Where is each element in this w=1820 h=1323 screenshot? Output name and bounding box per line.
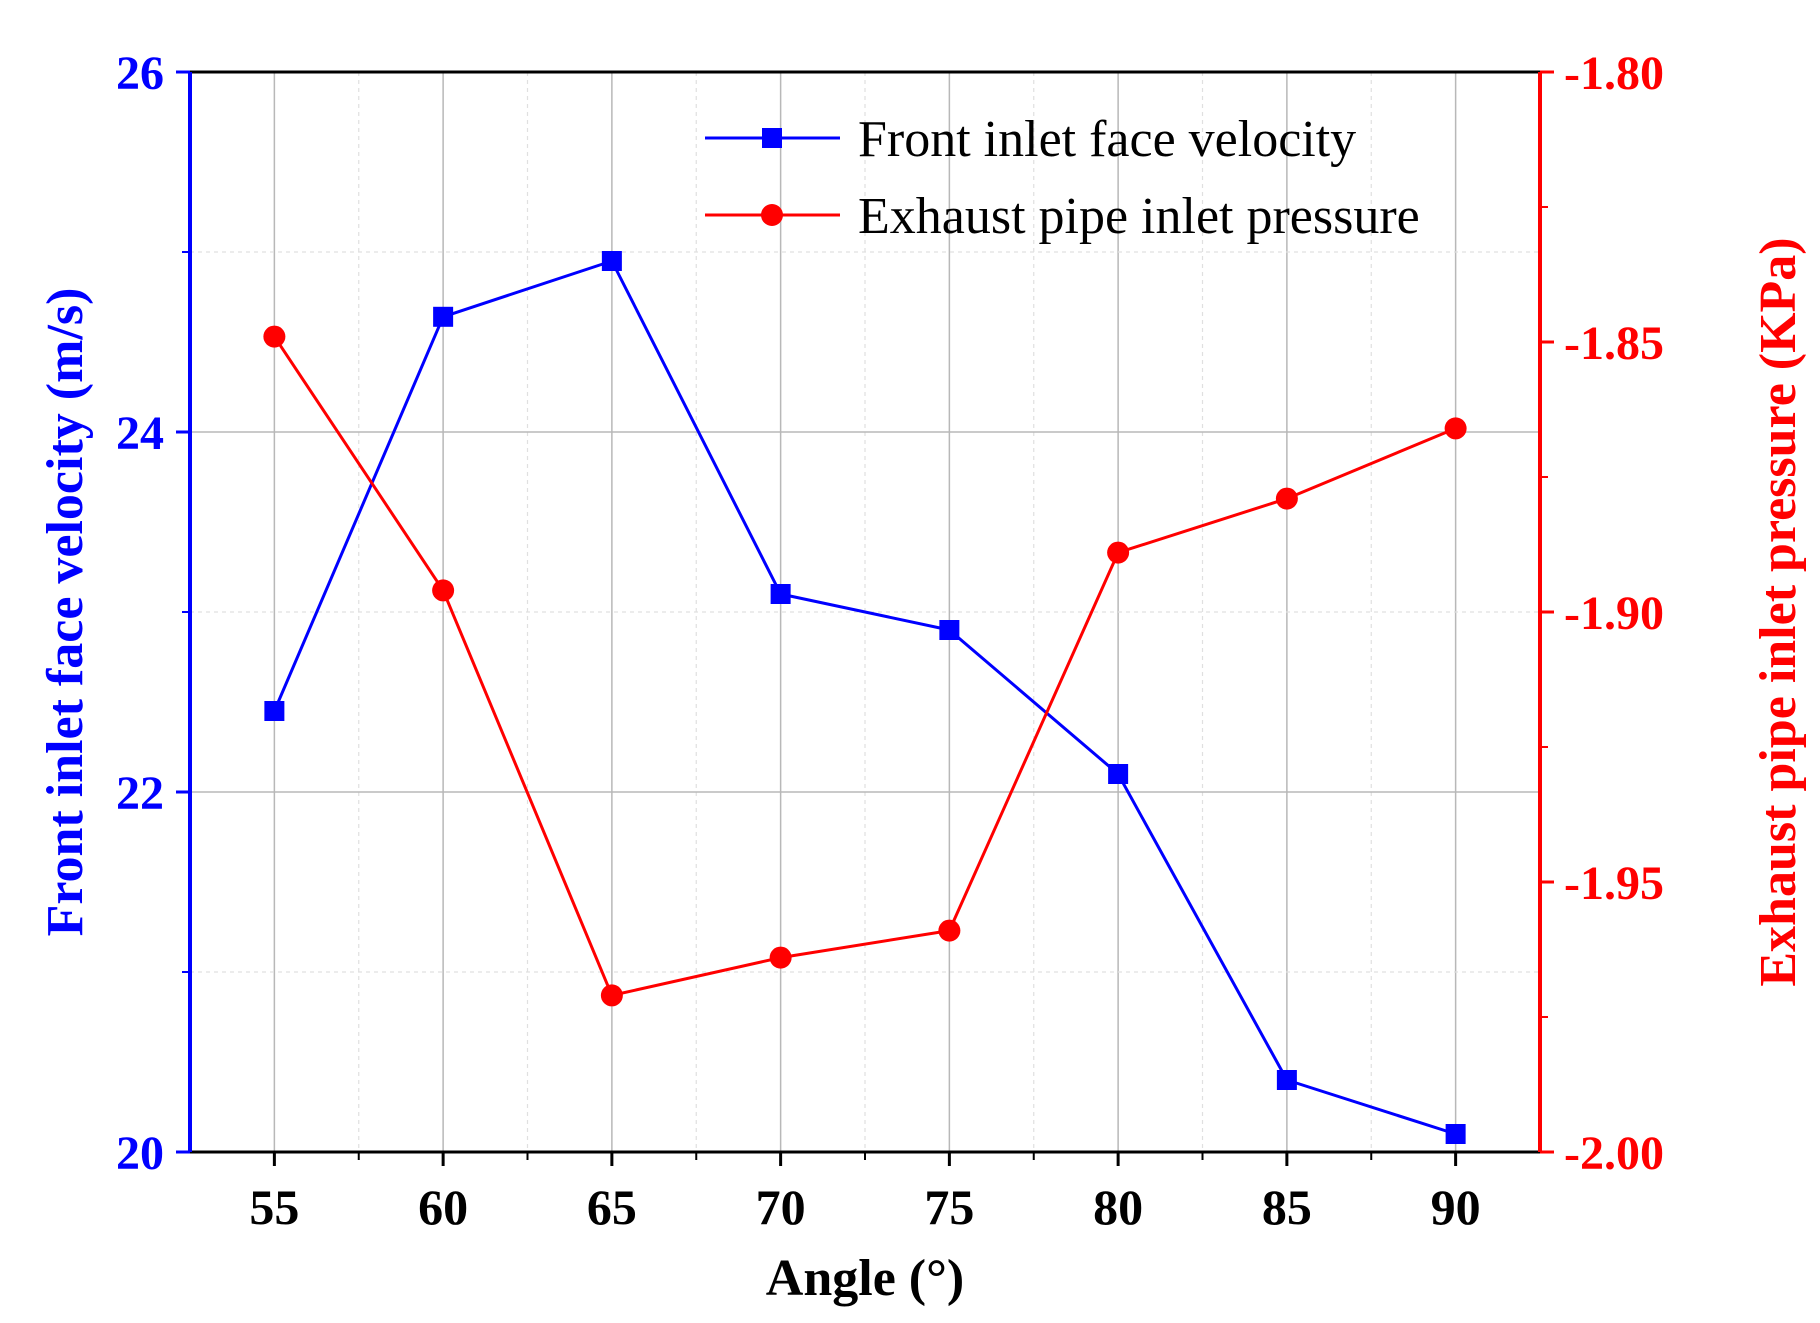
data-point-velocity	[264, 701, 285, 721]
y-axis-right-label: Exhaust pipe inlet pressure (KPa)	[1750, 237, 1807, 986]
data-point-velocity	[1445, 1124, 1466, 1144]
series-line-velocity	[272, 259, 1457, 1136]
legend-label-pressure: Exhaust pipe inlet pressure	[858, 188, 1420, 245]
grid	[190, 72, 1540, 1152]
x-tick-label: 75	[924, 1179, 974, 1235]
x-axis-label: Angle (°)	[766, 1250, 964, 1307]
data-point-velocity	[601, 251, 622, 271]
y-right-tick-label: -1.95	[1564, 857, 1664, 910]
data-point-pressure	[432, 579, 455, 602]
axis-ticks: 55 60 65 70 75 80 85 90 20 22 24 26 -2.00 -1.95 -1.90 -…	[116, 47, 1664, 1235]
y-left-tick-label: 26	[116, 47, 164, 100]
data-point-pressure	[938, 919, 961, 942]
y-left-tick-label: 24	[116, 407, 164, 460]
data-point-pressure	[769, 946, 792, 969]
legend-label-velocity: Front inlet face velocity	[858, 111, 1356, 168]
data-point-velocity	[770, 584, 791, 604]
data-point-pressure	[600, 984, 623, 1007]
data-point-pressure	[1107, 541, 1130, 564]
y-left-tick-label: 22	[116, 767, 164, 820]
data-point-velocity	[433, 306, 454, 327]
legend: Front inlet face velocity Exhaust pipe i…	[705, 111, 1420, 245]
y-left-tick-label: 20	[116, 1127, 164, 1180]
series	[263, 251, 1467, 1144]
x-tick-label: 70	[756, 1179, 806, 1235]
data-point-pressure	[263, 325, 286, 348]
x-tick-label: 80	[1093, 1179, 1143, 1235]
data-point-velocity	[1276, 1070, 1297, 1090]
x-tick-label: 90	[1431, 1179, 1481, 1235]
data-point-pressure	[1444, 417, 1467, 440]
x-tick-label: 85	[1262, 1179, 1312, 1235]
y-right-tick-label: -1.80	[1564, 47, 1664, 100]
data-point-velocity	[1108, 764, 1129, 784]
legend-marker-velocity	[762, 128, 782, 148]
data-point-pressure	[1275, 487, 1298, 510]
x-tick-label: 60	[418, 1179, 468, 1235]
data-point-velocity	[939, 620, 960, 640]
legend-marker-pressure	[761, 204, 783, 226]
y-right-tick-label: -1.85	[1564, 317, 1664, 370]
x-tick-label: 55	[249, 1179, 299, 1235]
series-line-pressure	[273, 335, 1457, 997]
y-right-tick-label: -2.00	[1564, 1127, 1664, 1180]
y-right-tick-label: -1.90	[1564, 587, 1664, 640]
x-tick-label: 65	[587, 1179, 637, 1235]
y-axis-left-label: Front inlet face velocity (m/s)	[37, 288, 94, 937]
